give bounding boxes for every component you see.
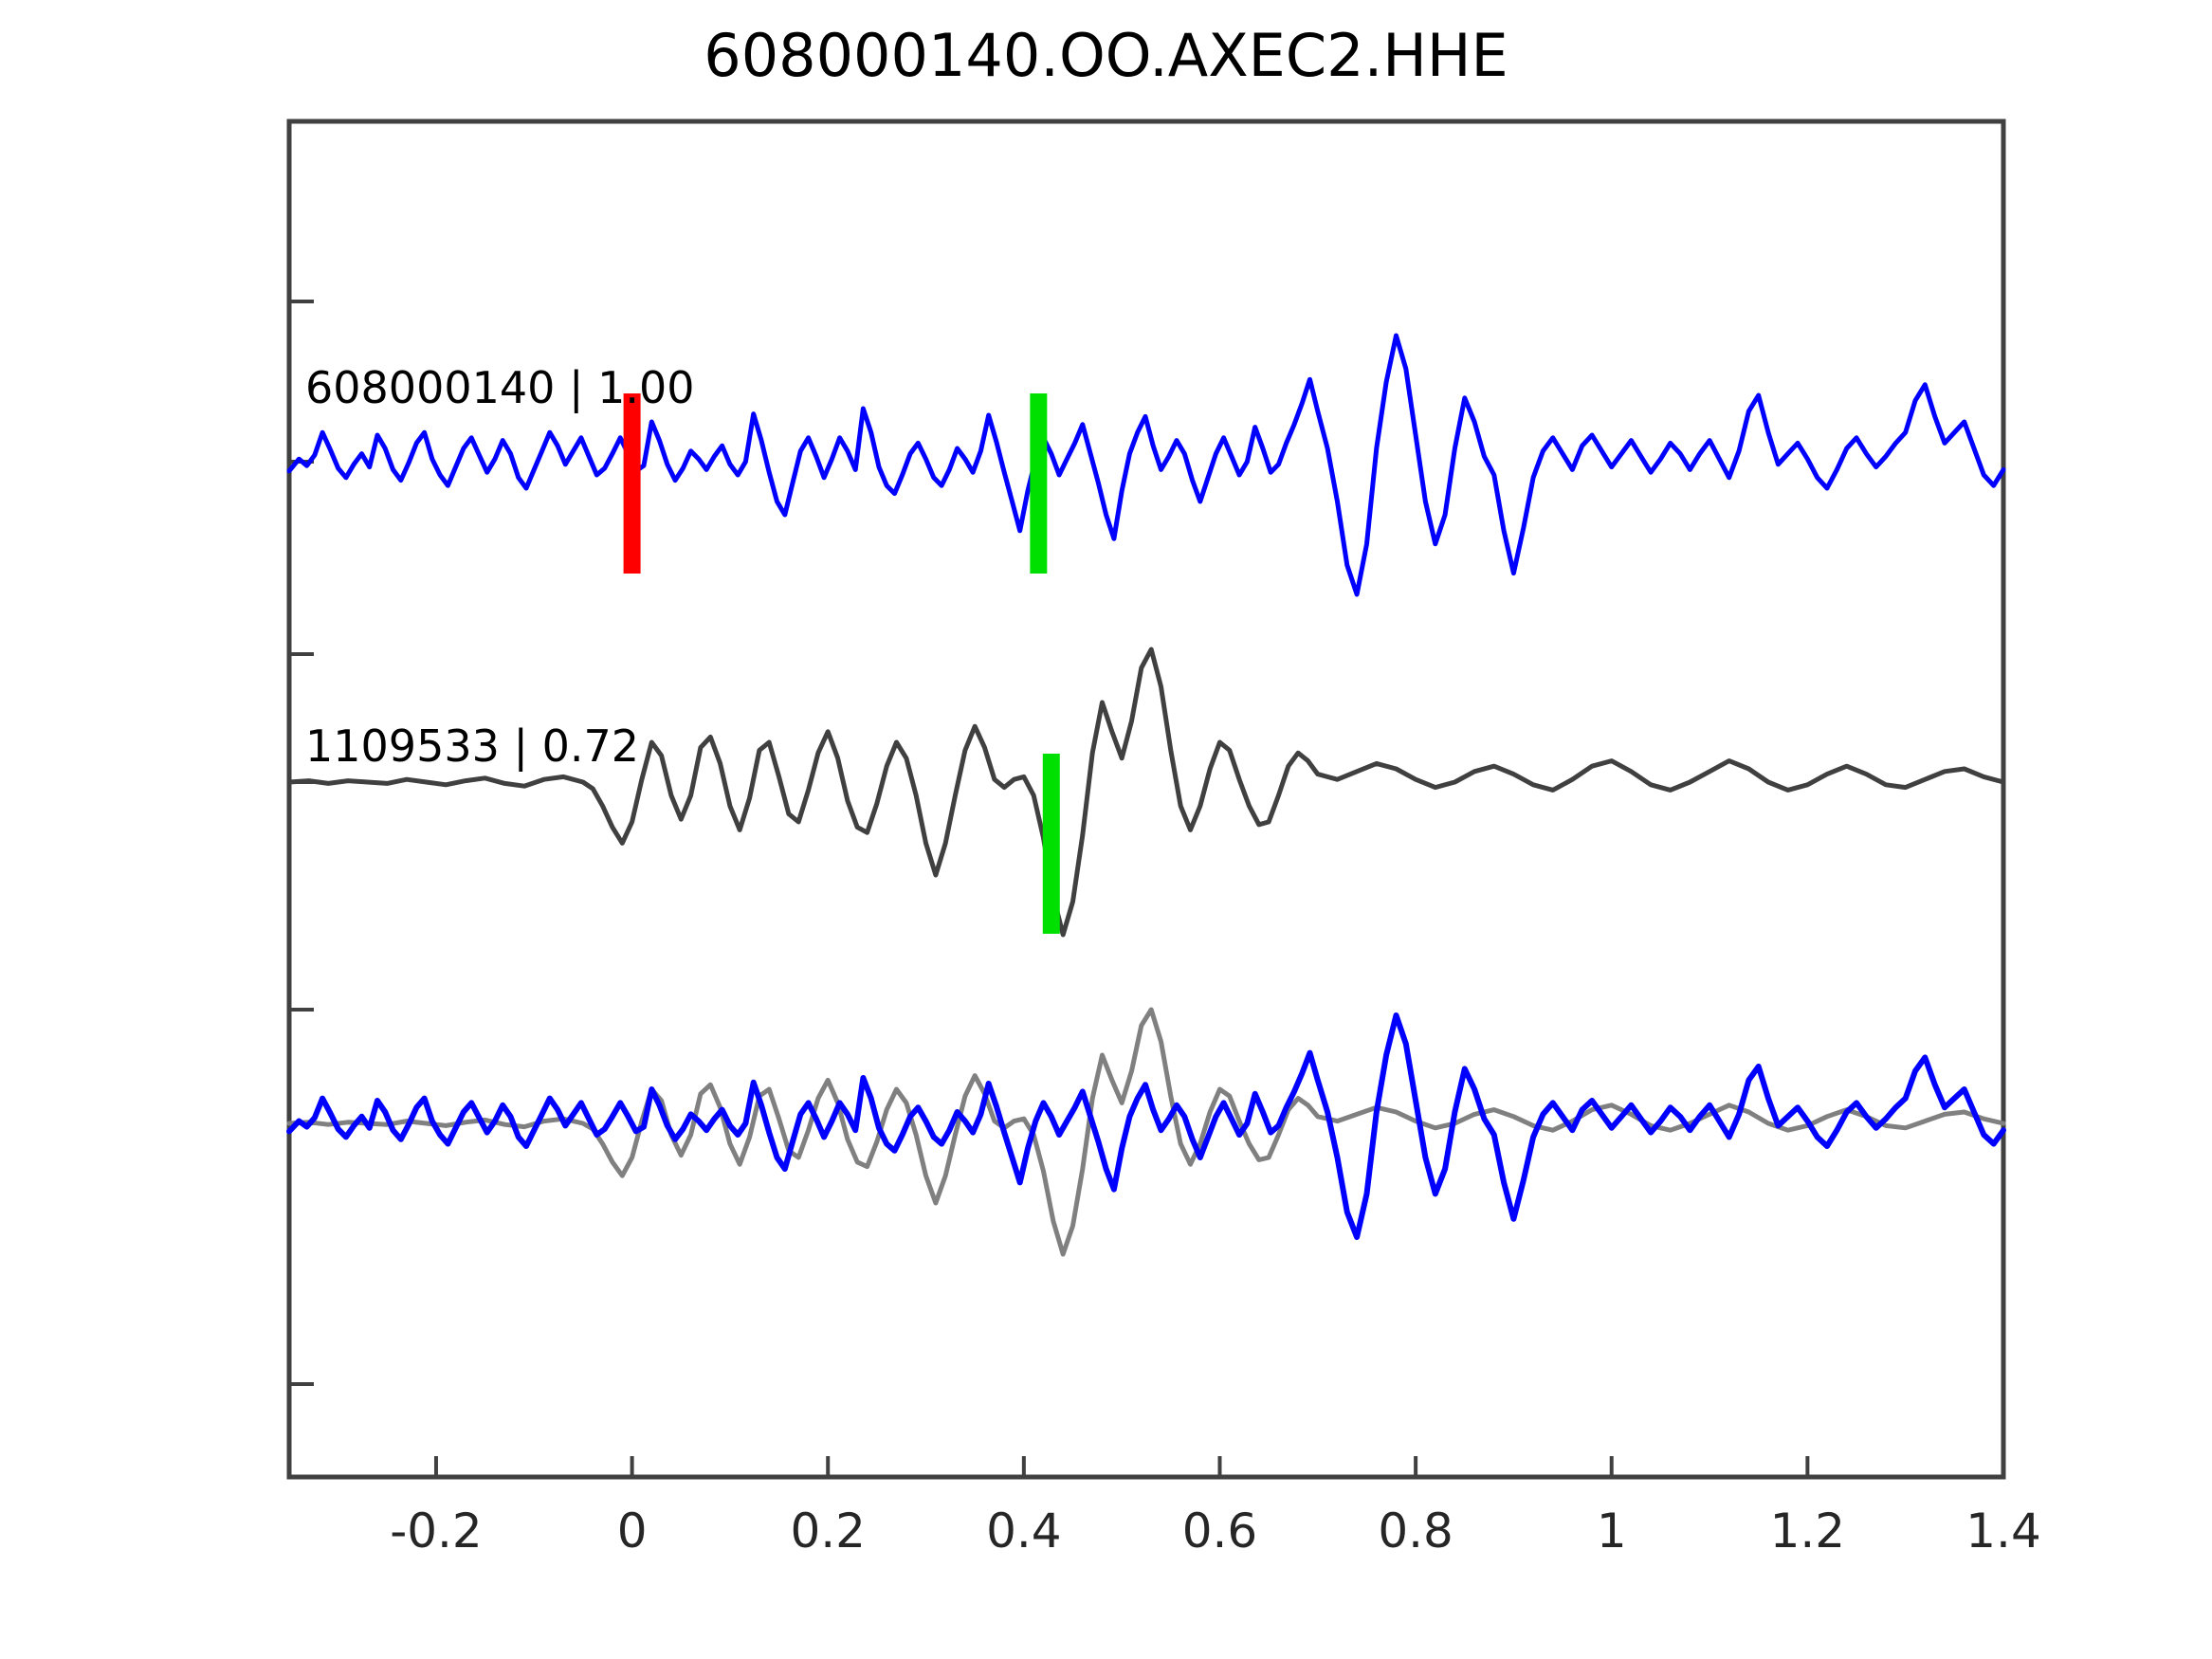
trace-group — [286, 333, 2006, 1257]
overlay-trace-608000140 — [286, 1012, 2006, 1240]
x-tick-label: 0.6 — [1181, 1504, 1258, 1559]
x-tick-label: 0.8 — [1378, 1504, 1453, 1559]
x-tick-label: 1.2 — [1769, 1504, 1846, 1559]
x-tick-label: 1.4 — [1965, 1504, 2041, 1559]
marker-group — [623, 393, 1060, 934]
trace-1109533 — [286, 647, 2006, 938]
x-tick-label: 0.4 — [986, 1504, 1062, 1559]
x-tick-label: -0.2 — [390, 1504, 483, 1559]
trace-label-608000140: 608000140 | 1.00 — [305, 362, 695, 413]
trace-label-1109533: 1109533 | 0.72 — [305, 720, 640, 772]
overlay-trace-1109533 — [286, 1007, 2006, 1257]
page-title: 608000140.OO.AXEC2.HHE — [704, 21, 1508, 90]
x-axis-ticks — [433, 1456, 2005, 1477]
x-tick-label: 0 — [616, 1504, 648, 1559]
x-tick-label: 0.2 — [790, 1504, 866, 1559]
plot-frame — [286, 118, 2006, 1480]
trace-608000140 — [286, 333, 2006, 597]
x-tick-label: 1 — [1596, 1504, 1627, 1559]
